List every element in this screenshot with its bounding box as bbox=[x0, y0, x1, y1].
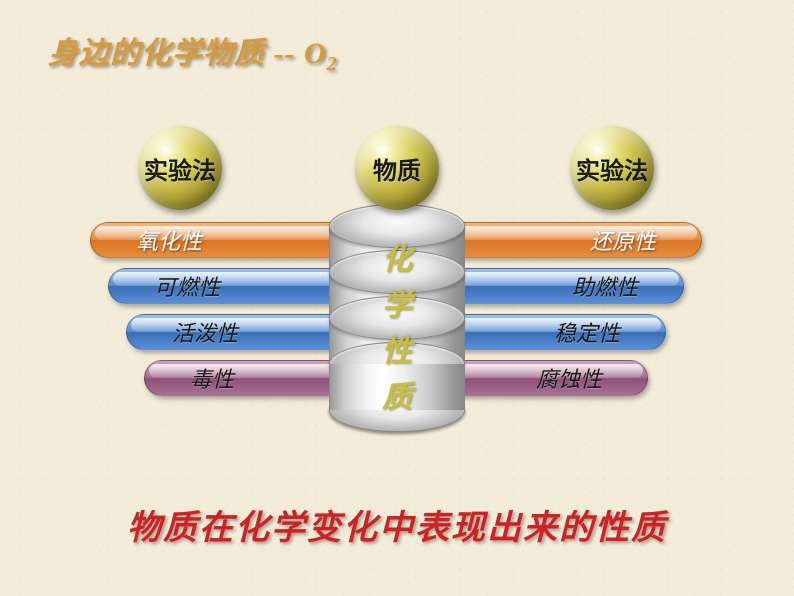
sphere-left: 实验法 bbox=[138, 126, 222, 210]
pill-label: 腐蚀性 bbox=[536, 362, 602, 394]
pill-label: 活泼性 bbox=[172, 316, 238, 348]
pill-label: 助燃性 bbox=[572, 270, 638, 302]
sphere-label-left: 实验法 bbox=[144, 151, 216, 186]
property-pill-0-right: 还原性 bbox=[432, 222, 702, 258]
sphere-label-right: 实验法 bbox=[576, 151, 648, 186]
property-pill-0-left: 氧化性 bbox=[90, 222, 360, 258]
property-pill-1-right: 助燃性 bbox=[432, 268, 684, 304]
pill-label: 可燃性 bbox=[154, 270, 220, 302]
property-pill-1-left: 可燃性 bbox=[108, 268, 360, 304]
title-prefix: 身边的化学物质 -- O bbox=[48, 37, 327, 70]
cylinder-char-1: 学 bbox=[382, 280, 412, 324]
title-subscript: 2 bbox=[327, 53, 338, 75]
property-pill-2-right: 稳定性 bbox=[432, 314, 666, 350]
sphere-label-center: 物质 bbox=[373, 151, 421, 186]
sphere-center: 物质 bbox=[355, 126, 439, 210]
bottom-caption: 物质在化学变化中表现出来的性质 bbox=[0, 500, 794, 549]
slide-title: 身边的化学物质 -- O2 bbox=[48, 28, 338, 76]
cylinder-char-3: 质 bbox=[382, 372, 412, 416]
property-pill-2-left: 活泼性 bbox=[126, 314, 360, 350]
pill-label: 毒性 bbox=[190, 362, 234, 394]
sphere-right: 实验法 bbox=[570, 126, 654, 210]
property-pill-3-left: 毒性 bbox=[144, 360, 360, 396]
pill-label: 还原性 bbox=[590, 224, 656, 256]
pill-label: 稳定性 bbox=[554, 316, 620, 348]
pill-label: 氧化性 bbox=[136, 224, 202, 256]
cylinder-char-0: 化 bbox=[382, 234, 412, 278]
cylinder-char-2: 性 bbox=[382, 326, 412, 370]
